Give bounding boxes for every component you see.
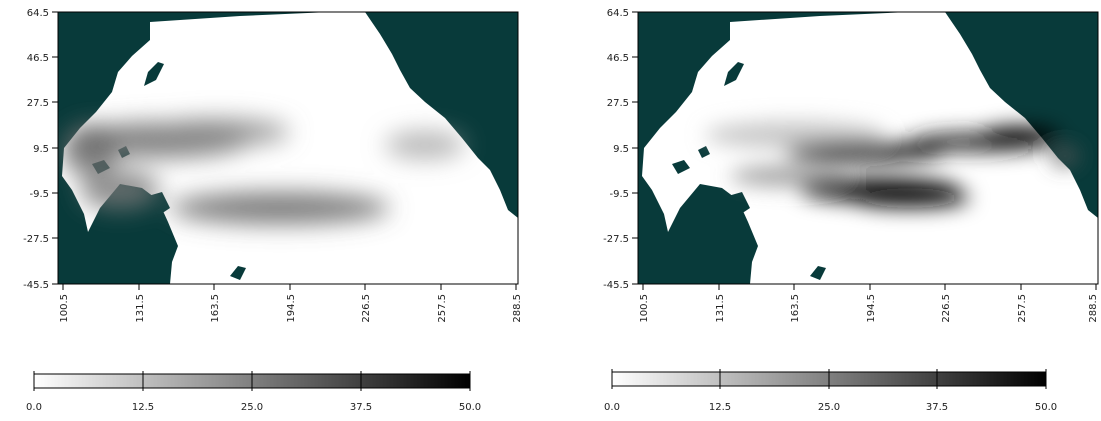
x-tick-label: 257.5 [1017,294,1028,323]
colorbar-left [33,371,471,391]
y-tick-label: -9.5 [29,189,49,200]
island-borneo [698,146,710,158]
map-figure-right: 64.5 46.5 27.5 9.5 -9.5 -27.5 -45.5 100.… [603,8,1099,413]
y-tick-label: 27.5 [27,98,49,109]
x-tick-label: 100.5 [639,294,650,323]
map-figure-left: 64.5 46.5 27.5 9.5 -9.5 -27.5 -45.5 100.… [23,8,520,413]
y-tick-label: 46.5 [27,53,49,64]
colorbar-tick-label: 37.5 [926,402,948,413]
colorbar-tick-label: 37.5 [350,402,372,413]
island-ng [728,192,750,216]
island-nz [810,266,826,280]
colorbar-tick-label: 12.5 [709,402,731,413]
map-area-left [58,12,518,284]
x-axis-right [642,284,1097,290]
island-sumatra [672,160,690,174]
y-tick-label: -27.5 [603,234,629,245]
y-tick-label: -45.5 [23,280,49,291]
map-area-right [638,12,1098,284]
colorbar-tick-label: 0.0 [604,402,620,413]
y-tick-label: 46.5 [607,53,629,64]
y-axis-left [52,11,58,285]
island-japan [724,62,744,86]
map-panel-right: 64.5 46.5 27.5 9.5 -9.5 -27.5 -45.5 100.… [580,0,1100,421]
colorbar-tick-label: 0.0 [26,402,42,413]
x-tick-label: 257.5 [437,294,448,323]
x-tick-label: 288.5 [1088,294,1099,323]
y-tick-label: 64.5 [607,8,629,19]
map-panel-left: 64.5 46.5 27.5 9.5 -9.5 -27.5 -45.5 100.… [0,0,520,421]
colorbar-tick-label: 50.0 [459,402,481,413]
colorbar-right [611,369,1047,389]
x-tick-label: 194.5 [286,294,297,323]
x-tick-label: 226.5 [361,294,372,323]
x-tick-label: 226.5 [941,294,952,323]
island-nz [230,266,246,280]
island-japan [144,62,164,86]
x-axis-left [62,284,517,290]
x-tick-label: 100.5 [59,294,70,323]
x-tick-label: 163.5 [790,294,801,323]
x-tick-label: 131.5 [135,294,146,323]
y-tick-label: 9.5 [33,144,49,155]
colorbar-tick-label: 12.5 [132,402,154,413]
y-tick-label: -45.5 [603,280,629,291]
ocean-region [62,12,518,284]
intensity-field [62,118,465,224]
colorbar-tick-label: 25.0 [241,402,263,413]
y-tick-label: 9.5 [613,144,629,155]
x-tick-label: 131.5 [715,294,726,323]
intensity-field [705,121,1079,208]
colorbar-tick-label: 25.0 [818,402,840,413]
x-tick-label: 194.5 [866,294,877,323]
y-axis-right [632,11,638,285]
y-tick-label: -27.5 [23,234,49,245]
x-tick-label: 163.5 [210,294,221,323]
x-tick-label: 288.5 [512,294,520,323]
y-tick-label: -9.5 [609,189,629,200]
y-tick-label: 64.5 [27,8,49,19]
y-tick-label: 27.5 [607,98,629,109]
colorbar-tick-label: 50.0 [1035,402,1057,413]
